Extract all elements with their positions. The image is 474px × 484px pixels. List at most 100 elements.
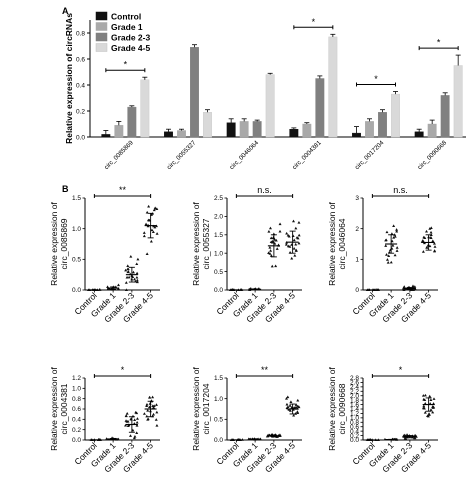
- data-point: [392, 224, 396, 228]
- y-axis-title-line-1: Relative expression of: [327, 202, 337, 286]
- y-tick-label: 0.0: [76, 134, 85, 141]
- y-tick-label: 0.2: [72, 427, 81, 434]
- data-point: [268, 252, 272, 255]
- data-point: [297, 241, 301, 245]
- data-point: [144, 222, 148, 226]
- data-point: [153, 225, 157, 229]
- data-point: [433, 245, 437, 248]
- x-category-label: circ_0055327: [166, 139, 198, 171]
- data-point: [124, 288, 128, 291]
- bar-grade-1: [239, 121, 249, 138]
- data-point: [129, 255, 133, 258]
- data-point: [268, 245, 272, 249]
- data-point: [426, 414, 430, 418]
- y-axis-title-line-2: circ_0090668: [337, 383, 347, 434]
- significance-label: *: [399, 365, 403, 375]
- y-tick-label: 2.4: [350, 384, 359, 391]
- y-tick-label: 1.2: [72, 375, 81, 382]
- data-point: [411, 284, 415, 288]
- data-point: [422, 397, 426, 401]
- data-point: [126, 424, 130, 427]
- dot-plot-1: 0.0 0.5 1.0 1.5 Relative expression of circ_0…: [49, 185, 160, 324]
- data-point: [274, 264, 278, 268]
- data-point: [384, 244, 388, 247]
- data-point: [431, 239, 435, 243]
- data-point: [132, 436, 136, 440]
- bar-control: [289, 128, 299, 138]
- data-point: [431, 405, 435, 409]
- significance-label: *: [374, 74, 378, 84]
- data-point: [142, 231, 146, 234]
- y-axis-title-line-1: Relative expression of: [191, 202, 201, 286]
- data-point: [135, 423, 139, 427]
- y-tick-label: 2.0: [214, 214, 223, 221]
- x-category-label: circ_0090668: [416, 139, 448, 171]
- data-point: [155, 423, 159, 427]
- legend-label: Grade 1: [111, 22, 143, 32]
- bar-grade-1: [114, 125, 124, 138]
- data-point: [128, 434, 132, 437]
- data-point: [294, 405, 298, 409]
- data-point: [288, 409, 292, 412]
- legend-label: Grade 4-5: [111, 43, 150, 53]
- y-tick-label: 2.6: [350, 380, 359, 387]
- data-point: [135, 420, 139, 424]
- y-tick-label: 1.0: [350, 415, 359, 422]
- data-point: [269, 254, 273, 257]
- data-point: [274, 238, 278, 242]
- data-point: [135, 262, 139, 266]
- y-axis-title: Relative expression of circRNAs: [64, 13, 74, 144]
- y-tick-label: 0.2: [350, 433, 359, 440]
- data-point: [423, 236, 427, 239]
- data-point: [127, 275, 131, 279]
- bar-grade-4-5: [203, 112, 212, 138]
- bar-grade-2-3: [440, 95, 450, 138]
- y-tick-label: 0.4: [72, 417, 81, 424]
- data-point: [286, 233, 290, 237]
- data-point: [385, 230, 389, 234]
- y-tick-label: 0.0: [72, 437, 81, 444]
- y-tick-label: 0.5: [72, 257, 81, 264]
- data-point: [292, 247, 296, 250]
- bar-control: [164, 131, 173, 138]
- data-point: [278, 229, 282, 233]
- legend-label: Control: [111, 11, 141, 21]
- data-point: [126, 419, 130, 423]
- data-point: [288, 404, 292, 407]
- significance-label: **: [261, 365, 269, 375]
- data-point: [133, 435, 137, 438]
- data-point: [126, 270, 130, 274]
- bar-control: [352, 132, 361, 138]
- y-axis-title-line-2: circ_0046064: [337, 218, 347, 269]
- data-point: [384, 238, 388, 242]
- data-point: [146, 409, 150, 412]
- y-tick-label: 0.8: [72, 396, 81, 403]
- x-category-label: circ_0004381: [291, 139, 323, 171]
- bar-grade-1: [177, 130, 186, 138]
- data-point: [427, 413, 431, 416]
- data-point: [294, 226, 298, 230]
- data-point: [149, 239, 153, 243]
- data-point: [152, 208, 156, 212]
- data-point: [293, 253, 297, 257]
- data-point: [145, 402, 149, 406]
- y-tick-label: 0.4: [76, 82, 85, 89]
- y-tick-label: 0.0: [350, 437, 359, 444]
- data-point: [135, 271, 139, 275]
- y-axis-title-line-1: Relative expression of: [191, 367, 201, 451]
- data-point: [391, 244, 395, 247]
- y-tick-label: 0.5: [214, 417, 223, 424]
- data-point: [278, 222, 282, 226]
- y-tick-label: 0.0: [72, 287, 81, 294]
- data-point: [429, 398, 433, 402]
- data-point: [395, 228, 399, 231]
- y-axis-title-line-2: circ_0085869: [59, 218, 69, 269]
- data-point: [148, 402, 152, 405]
- data-point: [385, 253, 389, 256]
- bar-control: [101, 134, 111, 138]
- data-point: [294, 242, 298, 246]
- y-tick-label: 0.0: [214, 287, 223, 294]
